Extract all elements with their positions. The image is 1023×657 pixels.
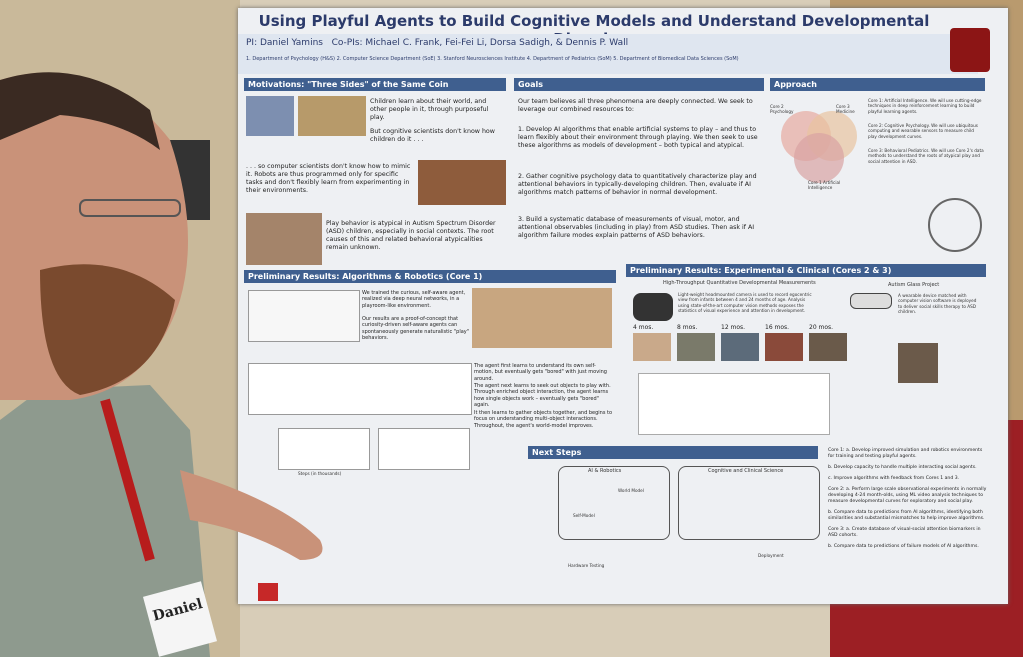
- paragraph: The agent first learns to understand its…: [474, 363, 607, 382]
- core-item: Core 1: a. Develop improved simulation a…: [828, 448, 983, 459]
- age-label: 8 mos.: [677, 324, 698, 331]
- box-label: AI & Robotics: [588, 468, 622, 474]
- head-camera: [633, 293, 673, 321]
- photo: [246, 96, 294, 136]
- core-item: b. Compare data to predictions from AI a…: [828, 509, 985, 521]
- core-list: Core 1: a. Develop improved simulation a…: [828, 448, 988, 555]
- paragraph: . . . so computer scientists don't know …: [246, 163, 411, 194]
- beard: [40, 264, 175, 395]
- box-label: Cognitive and Clinical Science: [708, 468, 784, 474]
- photo: [721, 333, 759, 361]
- learning-curve-plot: [248, 363, 472, 415]
- age-label: 16 mos.: [765, 324, 790, 331]
- paragraph: Play behavior is atypical in Autism Spec…: [326, 220, 496, 251]
- robot-photo: [418, 160, 506, 205]
- co-pis: Co-PIs: Michael C. Frank, Fei-Fei Li, Do…: [331, 38, 629, 48]
- section-heading: Approach: [770, 78, 985, 91]
- glasses: [79, 199, 181, 217]
- age-label: 12 mos.: [721, 324, 746, 331]
- plot: [278, 428, 370, 470]
- box-label: Deployment: [758, 553, 784, 558]
- photo: [898, 343, 938, 383]
- venn-label: Core 1 Artificial Intelligence: [808, 180, 841, 191]
- venn-diagram: [781, 111, 857, 183]
- lanyard: [100, 398, 155, 562]
- photo: [809, 333, 847, 361]
- agent-frames: [472, 288, 612, 348]
- paragraph: Light-weight headmounted camera is used …: [678, 292, 812, 313]
- paragraph: Core 1: Artificial Intelligence. We will…: [868, 98, 982, 114]
- venn-circle: [794, 133, 844, 183]
- paragraph: But cognitive scientists don't know how …: [370, 128, 495, 143]
- paragraph: The agent next learns to seek out object…: [474, 383, 611, 408]
- hand: [180, 470, 323, 560]
- core-item: b. Compare data to predictions of failur…: [828, 543, 979, 549]
- stanford-seal: [950, 28, 990, 72]
- paragraph: Our results are a proof-of-concept that …: [362, 316, 470, 341]
- age-label: 4 mos.: [633, 324, 654, 331]
- box-label: Self-Model: [573, 513, 595, 518]
- venn-label: Core 3 Medicine: [836, 104, 855, 115]
- presenter: [0, 72, 323, 657]
- paragraph: 1. Develop AI algorithms that enable art…: [518, 126, 758, 149]
- paragraph: Children learn about their world, and ot…: [370, 98, 489, 121]
- section-heading: Motivations: "Three Sides" of the Same C…: [244, 78, 506, 91]
- paragraph: 2. Gather cognitive psychology data to q…: [518, 173, 757, 196]
- core-item: Core 2: a. Perform large scale observati…: [828, 486, 987, 504]
- ai-box: [558, 466, 670, 540]
- hair: [0, 72, 160, 150]
- core-item: b. Develop capacity to handle multiple i…: [828, 464, 977, 470]
- photo: [246, 213, 322, 265]
- section-heading: Next Steps: [528, 446, 818, 459]
- attention-plots: [638, 373, 830, 435]
- box-label: Hardware Testing: [568, 563, 605, 568]
- photo: [633, 333, 671, 361]
- paragraph: Core 3: Behavioral Pediatrics. We will u…: [868, 148, 984, 164]
- poster: Using Playful Agents to Build Cognitive …: [238, 8, 1008, 604]
- glass-device: [850, 293, 892, 309]
- subheading: High-Throughput Quantitative Development…: [663, 280, 816, 286]
- pi: PI: Daniel Yamins Co-PIs: Michael C. Fra…: [246, 38, 628, 48]
- affiliations: 1. Department of Psychology (H&S) 2. Com…: [246, 56, 739, 62]
- shirt: [0, 385, 210, 657]
- plot: [378, 428, 470, 470]
- cycle-diagram: [928, 198, 982, 252]
- photo: [765, 333, 803, 361]
- paragraph: Our team believes all three phenomena ar…: [518, 98, 753, 113]
- paragraph: We trained the curious, self-aware agent…: [362, 290, 466, 309]
- paragraph: It then learns to gather objects togethe…: [474, 410, 613, 429]
- paragraph: 3. Build a systematic database of measur…: [518, 216, 755, 239]
- pi-name: PI: Daniel Yamins: [246, 38, 323, 48]
- network-diagram: [248, 290, 360, 342]
- age-label: 20 mos.: [809, 324, 834, 331]
- venn-label: Core 2 Psychology: [770, 104, 794, 115]
- paragraph: Core 2: Cognitive Psychology. We will us…: [868, 123, 978, 139]
- subheading: Autism Glass Project: [888, 282, 940, 288]
- science-box: [678, 466, 820, 540]
- section-heading: Goals: [514, 78, 764, 91]
- photo: [298, 96, 366, 136]
- section-heading: Preliminary Results: Algorithms & Roboti…: [244, 270, 616, 283]
- header-band: [238, 34, 978, 74]
- core-item: Core 3: a. Create database of visual-soc…: [828, 526, 981, 538]
- core-item: c. Improve algorithms with feedback from…: [828, 475, 960, 481]
- box-label: World Model: [618, 488, 644, 493]
- age-row: 4 mos. 8 mos. 12 mos. 16 mos. 20 mos.: [633, 324, 853, 364]
- paragraph: A wearable device matched with computer …: [898, 293, 977, 314]
- logo: [258, 583, 278, 601]
- photo: [677, 333, 715, 361]
- axis-label: Steps (in thousands): [298, 471, 342, 476]
- section-heading: Preliminary Results: Experimental & Clin…: [626, 264, 986, 277]
